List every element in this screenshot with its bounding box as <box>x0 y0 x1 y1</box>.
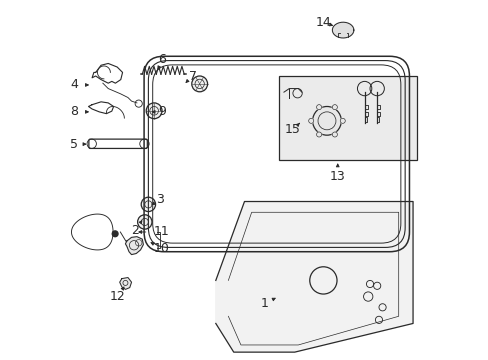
Text: 5: 5 <box>70 138 78 150</box>
Circle shape <box>141 197 155 212</box>
Circle shape <box>312 107 341 135</box>
Polygon shape <box>332 22 353 38</box>
Polygon shape <box>120 278 131 289</box>
Circle shape <box>316 132 321 137</box>
Circle shape <box>332 132 337 137</box>
Text: 6: 6 <box>158 53 165 66</box>
Text: 4: 4 <box>70 78 78 91</box>
Circle shape <box>340 118 345 123</box>
Text: 3: 3 <box>156 193 164 206</box>
Text: 13: 13 <box>329 170 345 183</box>
Text: 7: 7 <box>188 69 196 82</box>
Text: 1: 1 <box>260 297 267 310</box>
Circle shape <box>308 118 313 123</box>
Circle shape <box>112 231 118 237</box>
Polygon shape <box>125 237 143 255</box>
Text: 10: 10 <box>154 242 170 255</box>
Text: 15: 15 <box>285 123 300 136</box>
Bar <box>278 76 416 160</box>
Text: 9: 9 <box>158 105 165 118</box>
Text: 11: 11 <box>154 225 169 238</box>
Text: 12: 12 <box>109 290 125 303</box>
Polygon shape <box>215 202 412 352</box>
Circle shape <box>137 215 152 229</box>
Circle shape <box>191 76 207 92</box>
Circle shape <box>332 105 337 110</box>
Circle shape <box>316 105 321 110</box>
Text: 14: 14 <box>315 16 330 29</box>
Circle shape <box>146 103 162 119</box>
Text: 2: 2 <box>131 224 139 237</box>
Text: 8: 8 <box>70 105 78 118</box>
